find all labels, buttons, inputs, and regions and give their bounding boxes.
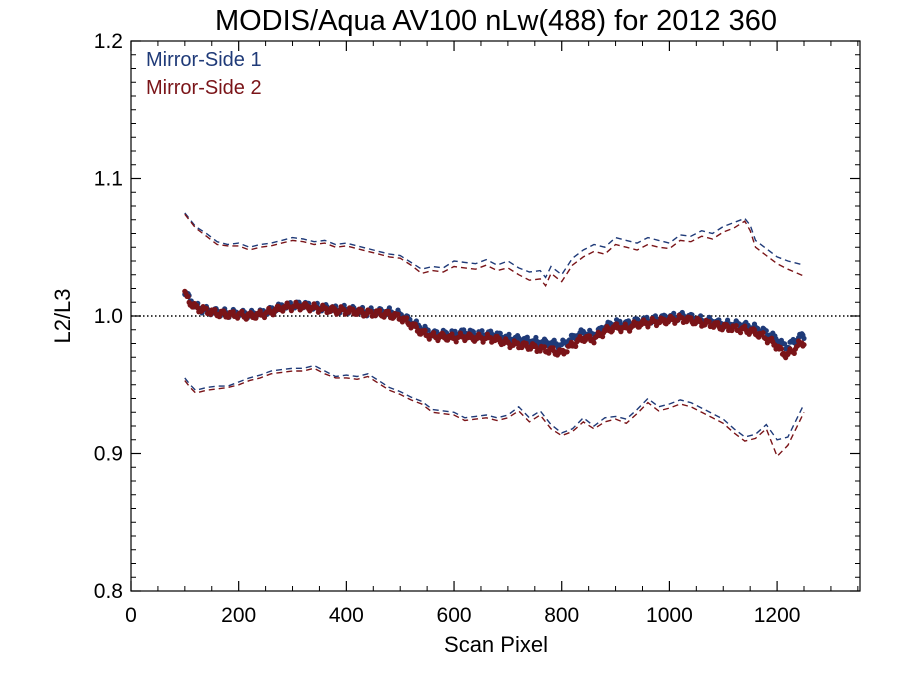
x-tick-label: 800 [544,604,579,627]
y-tick-label: 1.0 [94,305,123,328]
y-tick-label: 1.2 [94,30,123,53]
data-point [479,328,485,334]
x-tick-label: 1000 [646,604,693,627]
data-point [350,306,356,312]
series-2-lower-band [184,367,805,458]
legend-item-ms2: Mirror-Side 2 [146,77,262,99]
y-axis-label: L2/L3 [50,288,75,343]
data-point [453,339,459,345]
data-point [257,308,263,314]
data-point [733,323,739,329]
data-point [541,344,548,350]
data-point [801,335,807,341]
data-point [546,350,552,356]
data-point [706,319,712,325]
x-tick-label: 600 [437,604,472,627]
data-point [688,315,694,321]
chart-title: MODIS/Aqua AV100 nLw(488) for 2012 360 [215,5,777,37]
data-point [372,313,378,319]
data-point [591,340,597,346]
data-point [395,311,401,317]
legend: Mirror-Side 1 Mirror-Side 2 [146,49,262,99]
x-tick-label: 200 [221,604,256,627]
data-point [791,350,797,356]
data-point [208,311,214,317]
x-tick-label: 400 [329,604,364,627]
x-tick-label: 0 [125,604,137,627]
data-point [239,308,245,314]
data-point [422,327,428,334]
data-point [778,346,785,352]
confidence-bands [184,212,805,458]
legend-item-ms1: Mirror-Side 1 [146,49,262,71]
data-point [782,341,788,347]
data-point [212,307,218,313]
y-tick-label: 1.1 [94,168,123,191]
series-2-upper-band [184,213,805,288]
data-point [600,334,606,340]
series-2-points [182,288,807,361]
data-point [235,315,241,321]
data-point [185,293,191,300]
data-point [506,331,512,337]
x-axis-label: Scan Pixel [444,632,548,657]
data-point [496,335,502,342]
data-point [449,331,455,337]
minor-ticks [131,41,860,591]
data-point [801,342,807,348]
y-tick-labels: 0.8 0.9 1.0 1.1 1.2 [94,30,123,603]
data-points [182,288,807,361]
data-point [760,330,766,336]
data-point [377,307,383,313]
y-tick-label: 0.8 [94,580,123,603]
data-point [715,320,721,326]
data-point [426,336,432,342]
data-point [203,305,209,311]
data-point [404,315,410,321]
data-point [564,349,570,355]
data-point [524,334,530,340]
x-tick-labels: 0 200 400 600 800 1000 1200 [125,604,800,627]
series-1-lower-band [184,364,805,441]
y-tick-label: 0.9 [94,443,123,466]
data-point [261,314,268,321]
data-point [737,330,744,336]
series-1-upper-band [184,212,805,279]
x-tick-label: 1200 [754,604,801,627]
data-point [515,340,521,346]
data-point [573,343,579,349]
data-point [230,309,236,315]
